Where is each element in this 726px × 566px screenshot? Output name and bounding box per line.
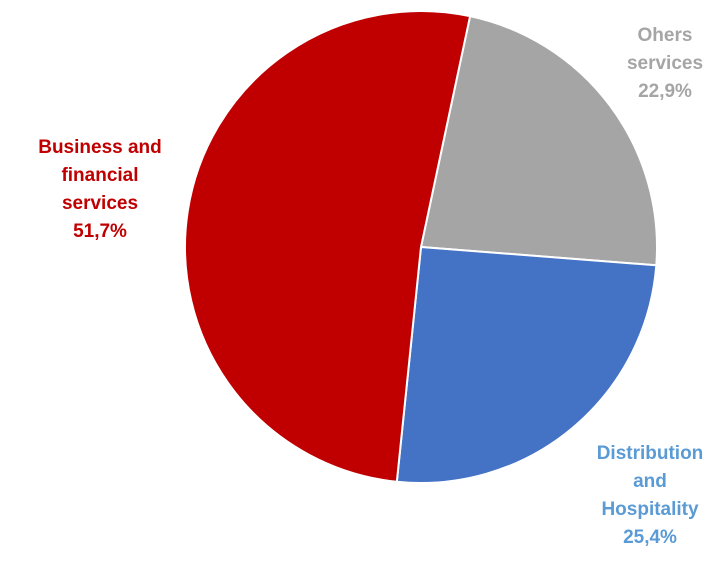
label-others: Ohers services 22,9% <box>610 22 720 106</box>
label-business: Business and financial services 51,7% <box>20 134 180 246</box>
label-others-value: 22,9% <box>638 81 692 102</box>
label-others-line-1: Ohers <box>637 25 693 46</box>
label-distribution: Distribution and Hospitality 25,4% <box>580 440 720 552</box>
label-business-value: 51,7% <box>73 221 127 242</box>
label-distribution-line-2: and <box>633 471 667 492</box>
label-business-line-3: services <box>61 193 139 214</box>
label-distribution-line-3: Hospitality <box>601 499 699 520</box>
pie-slices <box>184 10 658 484</box>
pie-slice-business <box>184 10 472 483</box>
label-distribution-value: 25,4% <box>623 527 677 548</box>
label-business-line-2: financial <box>61 165 139 186</box>
label-others-line-2: services <box>626 53 704 74</box>
label-distribution-line-1: Distribution <box>596 443 704 464</box>
label-business-line-1: Business and <box>38 137 162 158</box>
pie-slice-distribution <box>395 245 658 484</box>
pie-slice-others <box>419 14 658 267</box>
